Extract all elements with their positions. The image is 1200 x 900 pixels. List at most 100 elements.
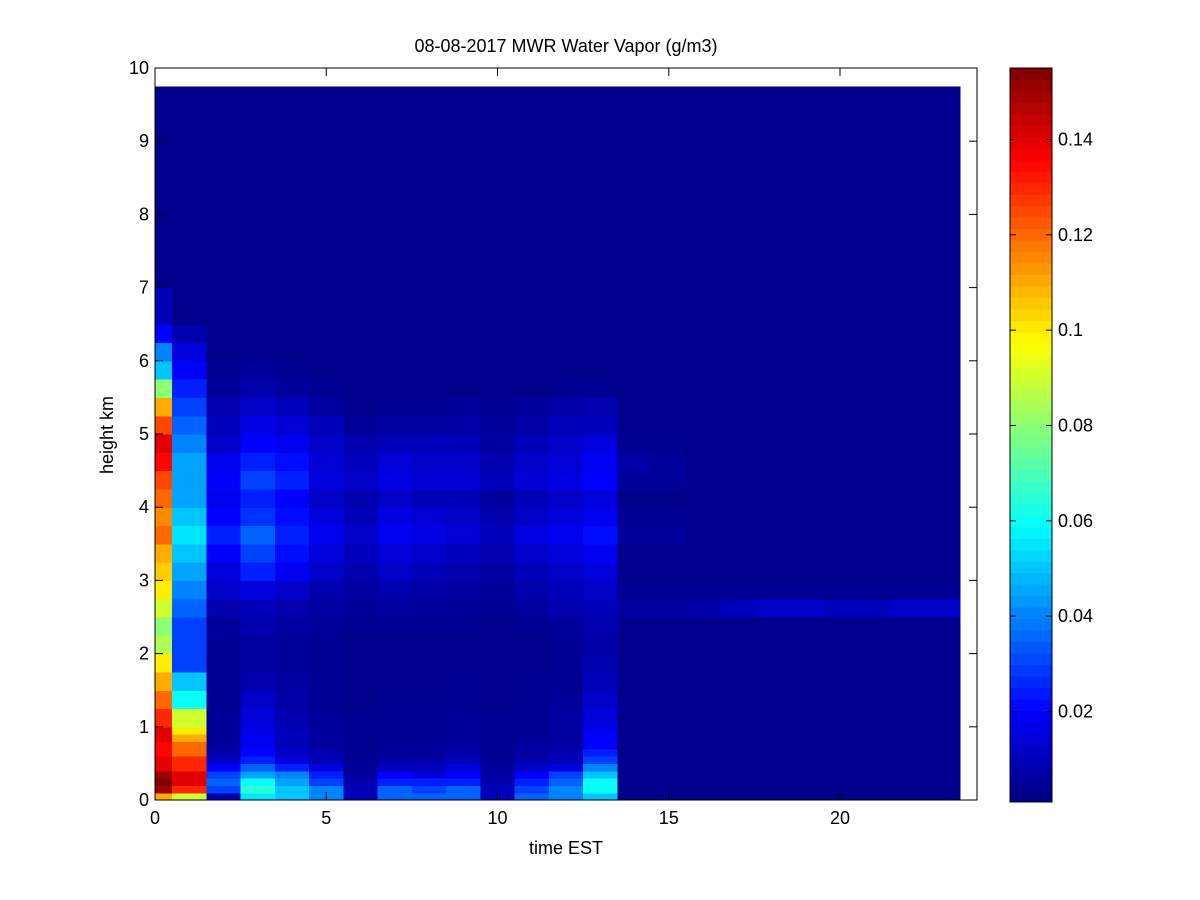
heatmap-cell	[274, 708, 310, 728]
heatmap-cell	[788, 792, 824, 801]
chart-title: 08-08-2017 MWR Water Vapor (g/m3)	[414, 36, 717, 56]
heatmap-cell	[411, 562, 447, 581]
heatmap-cell	[857, 734, 892, 743]
heatmap-cell	[925, 214, 961, 252]
heatmap-cell	[377, 287, 413, 325]
heatmap-cell	[754, 726, 790, 735]
heatmap-cell	[206, 635, 242, 655]
heatmap-cell	[206, 770, 242, 779]
heatmap-cell	[343, 635, 379, 655]
heatmap-cell	[617, 653, 653, 673]
heatmap-cell	[514, 778, 550, 786]
heatmap-cell	[925, 671, 961, 691]
heatmap-cell	[274, 104, 310, 142]
heatmap-cell	[857, 770, 892, 779]
heatmap-cell	[155, 379, 173, 398]
heatmap-cell	[309, 635, 344, 655]
heatmap-cell	[377, 379, 413, 398]
colorbar-step	[1010, 423, 1052, 436]
heatmap-cell	[343, 748, 379, 757]
heatmap-cell	[155, 778, 173, 786]
heatmap-cell	[822, 507, 858, 527]
heatmap-cell	[857, 324, 892, 344]
heatmap-cell	[155, 785, 173, 794]
heatmap-cell	[343, 708, 379, 728]
colorbar-step	[1010, 767, 1052, 780]
heatmap-cell	[446, 635, 481, 655]
heatmap-cell	[446, 324, 481, 344]
heatmap-cell	[240, 177, 276, 215]
heatmap-cell	[891, 379, 927, 398]
heatmap-cell	[206, 507, 242, 527]
heatmap-cell	[480, 617, 516, 636]
heatmap-cell	[206, 379, 242, 398]
heatmap-cell	[343, 86, 379, 106]
heatmap-cell	[617, 580, 653, 600]
heatmap-cell	[309, 470, 344, 490]
heatmap-cell	[857, 598, 892, 618]
heatmap-cell	[651, 287, 687, 325]
heatmap-cell	[788, 86, 824, 106]
heatmap-cell	[240, 324, 276, 344]
heatmap-cell	[720, 653, 755, 673]
heatmap-cell	[206, 251, 242, 289]
heatmap-cell	[788, 177, 824, 215]
heatmap-cell	[754, 342, 790, 362]
colorbar-step	[1010, 389, 1052, 402]
heatmap-cell	[720, 756, 755, 764]
heatmap-cell	[685, 770, 721, 779]
heatmap-cell	[822, 763, 858, 772]
heatmap-cell	[720, 741, 755, 750]
heatmap-cell	[411, 470, 447, 490]
heatmap-cell	[651, 763, 687, 772]
heatmap-cell	[548, 379, 584, 398]
heatmap-cell	[788, 734, 824, 743]
heatmap-cell	[583, 379, 618, 398]
colorbar-tick-label: 0.06	[1058, 511, 1093, 531]
heatmap-cell	[411, 690, 447, 710]
heatmap-cell	[206, 708, 242, 728]
heatmap-cell	[155, 617, 173, 636]
colorbar-step	[1010, 779, 1052, 792]
heatmap-cell	[377, 748, 413, 757]
y-tick-label: 7	[139, 278, 149, 298]
heatmap-cell	[651, 617, 687, 636]
heatmap-cell	[446, 671, 481, 691]
heatmap-cell	[857, 617, 892, 636]
heatmap-cell	[343, 488, 379, 508]
heatmap-cell	[685, 653, 721, 673]
heatmap-cell	[274, 470, 310, 490]
heatmap-cell	[651, 756, 687, 764]
heatmap-cell	[651, 177, 687, 215]
heatmap-cell	[172, 452, 207, 472]
heatmap-cell	[583, 470, 618, 490]
heatmap-cell	[446, 141, 481, 179]
heatmap-cell	[155, 756, 173, 764]
colorbar-step	[1010, 251, 1052, 264]
heatmap-cell	[343, 580, 379, 600]
heatmap-cell	[548, 214, 584, 252]
heatmap-cell	[377, 251, 413, 289]
heatmap-cell	[548, 415, 584, 435]
heatmap-cell	[309, 617, 344, 636]
heatmap-cell	[925, 324, 961, 344]
heatmap-cell	[583, 287, 618, 325]
heatmap-cell	[343, 470, 379, 490]
heatmap-cell	[754, 785, 790, 794]
heatmap-cell	[309, 507, 344, 527]
heatmap-cell	[240, 756, 276, 764]
colorbar-step	[1010, 503, 1052, 516]
colorbar-step	[1010, 538, 1052, 551]
colorbar-step	[1010, 790, 1052, 803]
colorbar-tick-label: 0.04	[1058, 606, 1093, 626]
colorbar-step	[1010, 549, 1052, 562]
heatmap-cell	[754, 434, 790, 453]
heatmap-cell	[155, 708, 173, 728]
heatmap-cell	[377, 763, 413, 772]
heatmap-cell	[822, 785, 858, 794]
heatmap-cell	[651, 342, 687, 362]
heatmap-cell	[685, 360, 721, 380]
heatmap-cell	[446, 598, 481, 618]
heatmap-cell	[754, 562, 790, 581]
colorbar-step	[1010, 744, 1052, 757]
